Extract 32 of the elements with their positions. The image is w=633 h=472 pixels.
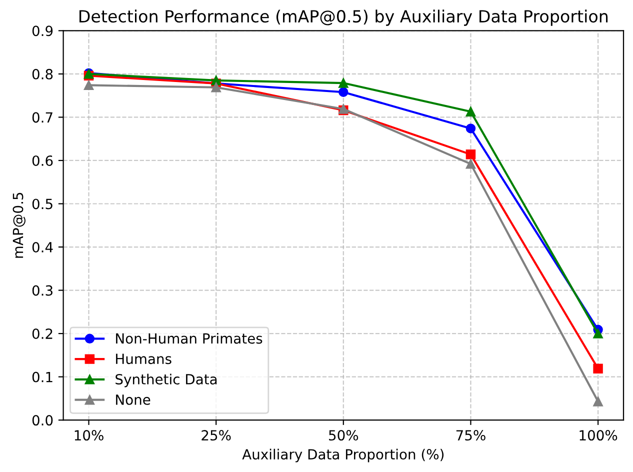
x-tick-label: 50% [329, 430, 358, 441]
y-tick-label: 0.1 [32, 372, 52, 382]
point [466, 159, 476, 169]
point [84, 80, 94, 90]
point [593, 364, 603, 374]
y-tick-label: 0.2 [32, 328, 52, 340]
y-tick-label: 0.3 [32, 285, 52, 296]
point [466, 150, 476, 160]
point [338, 87, 348, 97]
y-tick-label: 0.8 [32, 68, 53, 80]
y-tick-label: 0.7 [32, 112, 52, 123]
point [466, 124, 476, 134]
legend-label: None [116, 394, 150, 405]
y-tick-label: 0.9 [32, 26, 53, 36]
legend-label: Humans [116, 354, 172, 364]
x-tick-label: 10% [74, 430, 104, 441]
legend-label: Non-Human Primates [116, 332, 262, 344]
y-axis-title: mAP@0.5 [12, 192, 26, 258]
y-tick-label: 0.4 [32, 242, 53, 252]
x-tick-label: 25% [202, 430, 231, 441]
point [593, 328, 603, 338]
x-tick-label: 100% [580, 430, 618, 441]
point [593, 396, 603, 406]
legend-label: Synthetic Data [116, 374, 217, 388]
x-axis-title: Auxiliary Data Proportion (%) [242, 448, 444, 462]
chart-title: Detection Performance (mAP@0.5) by Auxiliary Data Proportion [79, 10, 608, 26]
x-tick-label: 75% [456, 430, 486, 441]
y-tick-label: 0.0 [32, 415, 53, 426]
y-tick-label: 0.6 [32, 155, 53, 166]
y-tick-label: 0.5 [32, 198, 52, 210]
point [466, 106, 476, 116]
point [338, 78, 348, 88]
